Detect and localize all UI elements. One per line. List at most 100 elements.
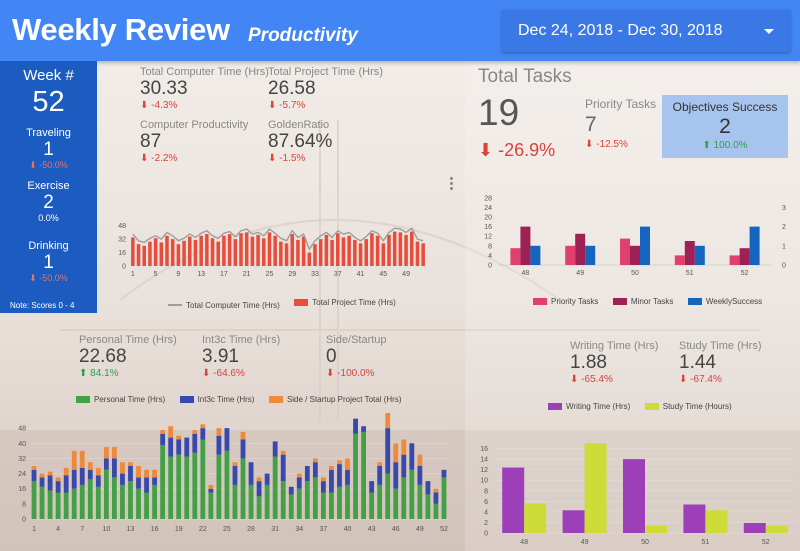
x-tick-label: 48 — [522, 270, 530, 277]
legend-label: Personal Time (Hrs) — [94, 395, 166, 404]
stacked-bar-segment — [296, 473, 302, 478]
stacked-bar-segment — [441, 477, 447, 519]
arrow-down-icon: ⬇ — [202, 368, 211, 379]
y-tick-label: 0 — [22, 517, 26, 524]
stacked-bar-segment — [103, 469, 109, 519]
legend-swatch — [644, 403, 659, 410]
stacked-bar-segment — [39, 486, 45, 519]
kpi-label: Writing Time (Hrs) — [570, 340, 659, 352]
project-time-bar — [313, 244, 317, 266]
stacked-bar-segment — [345, 469, 350, 485]
project-time-bar — [176, 244, 181, 266]
stacked-bar-segment — [417, 466, 423, 485]
total-tasks-value: 19 — [478, 92, 520, 133]
more-vert-icon[interactable]: ⋮ — [444, 175, 459, 192]
stacked-bar-segment — [248, 462, 254, 485]
stacked-bar-segment — [433, 503, 439, 519]
stacked-bar-segment — [144, 492, 149, 519]
stacked-bar-segment — [345, 458, 350, 470]
stacked-bar-segment — [353, 418, 358, 434]
project-time-bar — [250, 236, 255, 266]
stacked-bar-segment — [152, 469, 158, 478]
stacked-bar-segment — [120, 462, 125, 474]
x-tick-label: 45 — [379, 271, 387, 278]
stacked-bar-segment — [200, 428, 206, 440]
computer-time-line — [132, 227, 424, 251]
kpi-change: -65.4% — [581, 374, 613, 385]
project-time-bar — [142, 245, 146, 266]
legend-item: Priority Tasks — [533, 297, 598, 306]
stacked-bar-segment — [63, 467, 69, 476]
kpi-study-time: Study Time (Hrs) 1.44 ⬇ -67.4% — [679, 340, 762, 385]
x-tick-label: 43 — [368, 526, 376, 533]
stacked-bar-segment — [160, 445, 166, 519]
stacked-bar-segment — [184, 437, 190, 457]
stacked-bar-segment — [256, 481, 262, 497]
stacked-bar-segment — [63, 492, 69, 519]
task-bar — [684, 241, 695, 265]
kpi-change: -64.6% — [213, 368, 245, 379]
legend-label: Study Time (Hours) — [662, 402, 732, 411]
x-tick-label: 50 — [641, 539, 649, 546]
arrow-up-icon: ⬆ — [79, 368, 88, 379]
project-time-bar — [262, 238, 266, 266]
arrow-down-icon: ⬇ — [268, 100, 277, 111]
x-tick-label: 48 — [520, 539, 528, 546]
stacked-bar-segment — [425, 494, 431, 519]
stacked-bar-segment — [128, 462, 133, 466]
stacked-bar-segment — [337, 464, 342, 487]
stacked-bar-segment — [232, 462, 238, 466]
project-time-bar — [267, 232, 272, 266]
stacked-bar-segment — [208, 492, 214, 519]
x-tick-label: 51 — [702, 539, 710, 546]
project-time-bar — [381, 243, 386, 266]
task-bar — [565, 245, 576, 265]
arrow-down-icon: ⬇ — [585, 139, 594, 150]
y-tick-label: 20 — [484, 215, 492, 222]
legend-item: Writing Time (Hrs) — [548, 402, 630, 411]
stacked-bar-segment — [409, 469, 415, 519]
project-time-bar — [318, 239, 323, 266]
stacked-bar-segment — [361, 431, 367, 519]
project-time-bar — [336, 233, 340, 266]
stacked-bar-segment — [111, 458, 117, 478]
stacked-bar-segment — [55, 481, 61, 493]
y-tick-label: 24 — [18, 471, 26, 478]
kpi-golden-ratio: GoldenRatio 87.64% ⬇ -1.5% — [268, 119, 332, 164]
arrow-down-icon: ⬇ — [326, 368, 335, 379]
arrow-down-icon: ⬇ — [140, 100, 149, 111]
stacked-bar-segment — [288, 486, 294, 495]
project-time-bar — [341, 237, 346, 266]
stacked-bar-segment — [176, 435, 182, 440]
stacked-bar-segment — [385, 413, 391, 429]
objectives-change: 100.0% — [713, 140, 748, 151]
project-time-bar — [284, 243, 289, 266]
kpi-label: Priority Tasks — [585, 97, 657, 111]
y-tick-label: 48 — [118, 223, 126, 230]
stacked-bar-segment — [288, 494, 294, 519]
kpi-total-computer-time: Total Computer Time (Hrs) 30.33 ⬇ -4.3% — [140, 66, 269, 111]
kpi-value: 26.58 — [268, 78, 316, 99]
project-time-bar — [307, 252, 312, 266]
x-tick-label: 34 — [295, 526, 303, 533]
x-tick-label: 22 — [199, 526, 207, 533]
project-time-bar — [244, 232, 249, 266]
y2-tick-label: 1 — [782, 243, 786, 250]
project-time-bar — [193, 239, 198, 266]
stacked-bar-segment — [312, 477, 318, 519]
stacked-bar-segment — [136, 488, 141, 519]
stacked-bar-segment — [192, 430, 198, 434]
kpi-change: -1.5% — [279, 153, 306, 164]
stacked-bar-segment — [320, 481, 326, 493]
stacked-bar-segment — [144, 477, 149, 493]
stacked-bar-segment — [128, 481, 133, 519]
page-subtitle: Productivity — [248, 25, 358, 46]
kpi-label: Study Time (Hrs) — [679, 340, 762, 352]
legend-swatch — [548, 403, 562, 410]
stacked-bar-segment — [345, 484, 350, 519]
stacked-bar-segment — [160, 430, 166, 434]
legend-item: Minor Tasks — [612, 297, 673, 306]
y-tick-label: 8 — [22, 501, 26, 508]
date-range-picker[interactable]: Dec 24, 2018 - Dec 30, 2018 — [502, 10, 790, 52]
writing-study-chart: 0 2 4 6 8 10 12 14 16 48 49 50 51 52 — [480, 443, 796, 546]
